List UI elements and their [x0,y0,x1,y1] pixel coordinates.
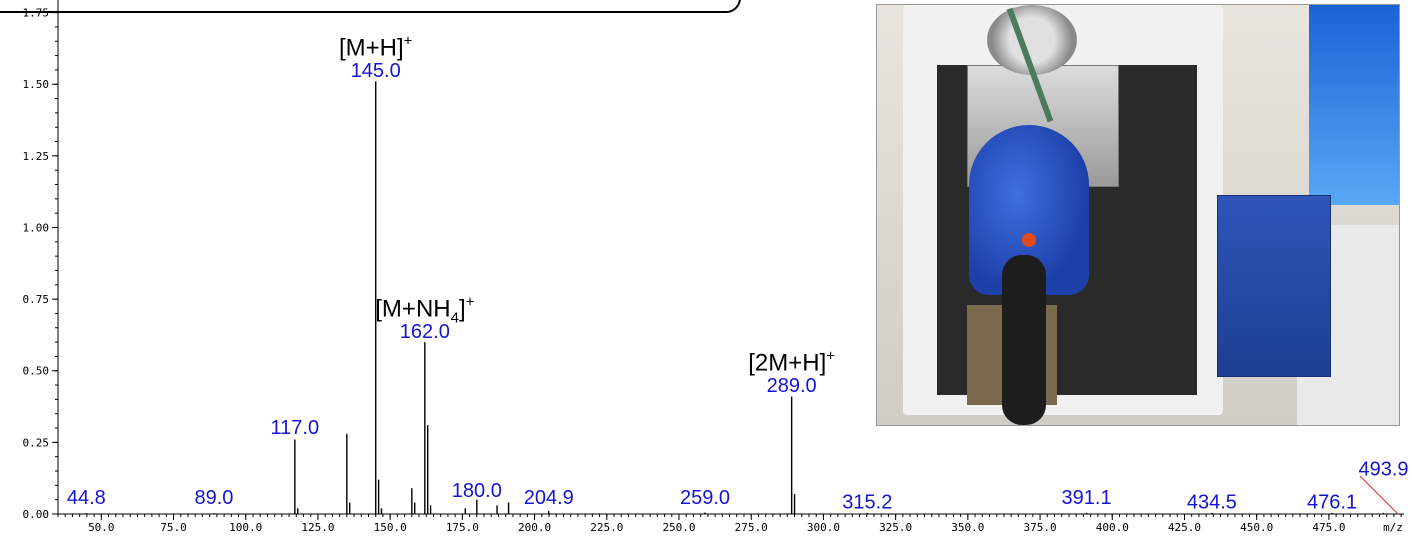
trace-end-line [1359,475,1399,515]
x-axis-title: m/z [1383,521,1403,534]
photo-source-port [1022,233,1036,247]
y-tick-label: 0.00 [23,508,50,521]
ion-labels: [M+H]+ [M+NH4]+ [2M+H]+ [339,33,835,377]
x-tick-label: 275.0 [735,521,768,534]
x-tick-label: 475.0 [1312,521,1345,534]
ion-annotation: [M+H]+ [339,33,413,62]
photo-hose [1002,255,1046,425]
photo-controller-box [1217,195,1331,377]
peak-mz-label: 259.0 [680,487,730,509]
peak-mz-label: 289.0 [767,375,817,397]
ion-annotation: [2M+H]+ [748,348,835,377]
x-tick-label: 400.0 [1096,521,1129,534]
x-tick-label: 175.0 [446,521,479,534]
x-tick-label: 225.0 [590,521,623,534]
x-tick-label: 325.0 [879,521,912,534]
instrument-photo [876,4,1400,426]
photo-monitor [1309,5,1399,205]
y-tick-label: 1.75 [23,7,50,20]
y-ticks: 0.00 0.25 0.50 0.75 1.00 1.25 1.50 1.75 [23,7,58,521]
y-tick-label: 0.25 [23,436,50,449]
peak-mz-label: 117.0 [271,417,320,439]
x-tick-label: 450.0 [1240,521,1273,534]
peak-mz-label: 434.5 [1187,491,1237,513]
peaks [85,81,1385,514]
peak-mz-label: 145.0 [351,60,401,82]
x-tick-label: 150.0 [374,521,407,534]
ion-annotation: [M+NH4]+ [375,293,474,326]
x-tick-label: 100.0 [229,521,262,534]
peak-mz-label: 44.8 [67,487,106,509]
y-tick-label: 1.50 [23,78,50,91]
x-tick-label: 50.0 [88,521,115,534]
peak-mz-label: 315.2 [842,491,892,513]
x-tick-label: 300.0 [807,521,840,534]
peak-mz-label: 476.1 [1307,491,1357,513]
x-tick-label: 375.0 [1023,521,1056,534]
x-tick-label: 125.0 [301,521,334,534]
x-tick-label: 75.0 [160,521,187,534]
y-tick-label: 0.75 [23,293,50,306]
x-tick-label: 425.0 [1168,521,1201,534]
peak-mz-label: 162.0 [400,321,450,343]
peak-mz-label: 493.9 [1358,458,1408,480]
clipped-header-box [0,0,741,13]
peak-mz-label: 391.1 [1062,487,1112,509]
y-tick-label: 1.25 [23,150,50,163]
peak-mz-label: 89.0 [195,487,234,509]
peak-mz-label: 204.9 [524,487,574,509]
x-tick-label: 200.0 [518,521,551,534]
y-tick-label: 0.50 [23,365,50,378]
y-tick-label: 1.00 [23,221,50,234]
x-ticks: 50.0 75.0 100.0 125.0 150.0 175.0 200.0 225.0 25… [88,514,1345,534]
x-tick-label: 350.0 [951,521,984,534]
peak-labels: 44.8 89.0 117.0 145.0 162.0 180.0 204.9 259.0 28… [67,60,1409,513]
x-tick-label: 250.0 [662,521,695,534]
peak-mz-label: 180.0 [452,480,502,502]
